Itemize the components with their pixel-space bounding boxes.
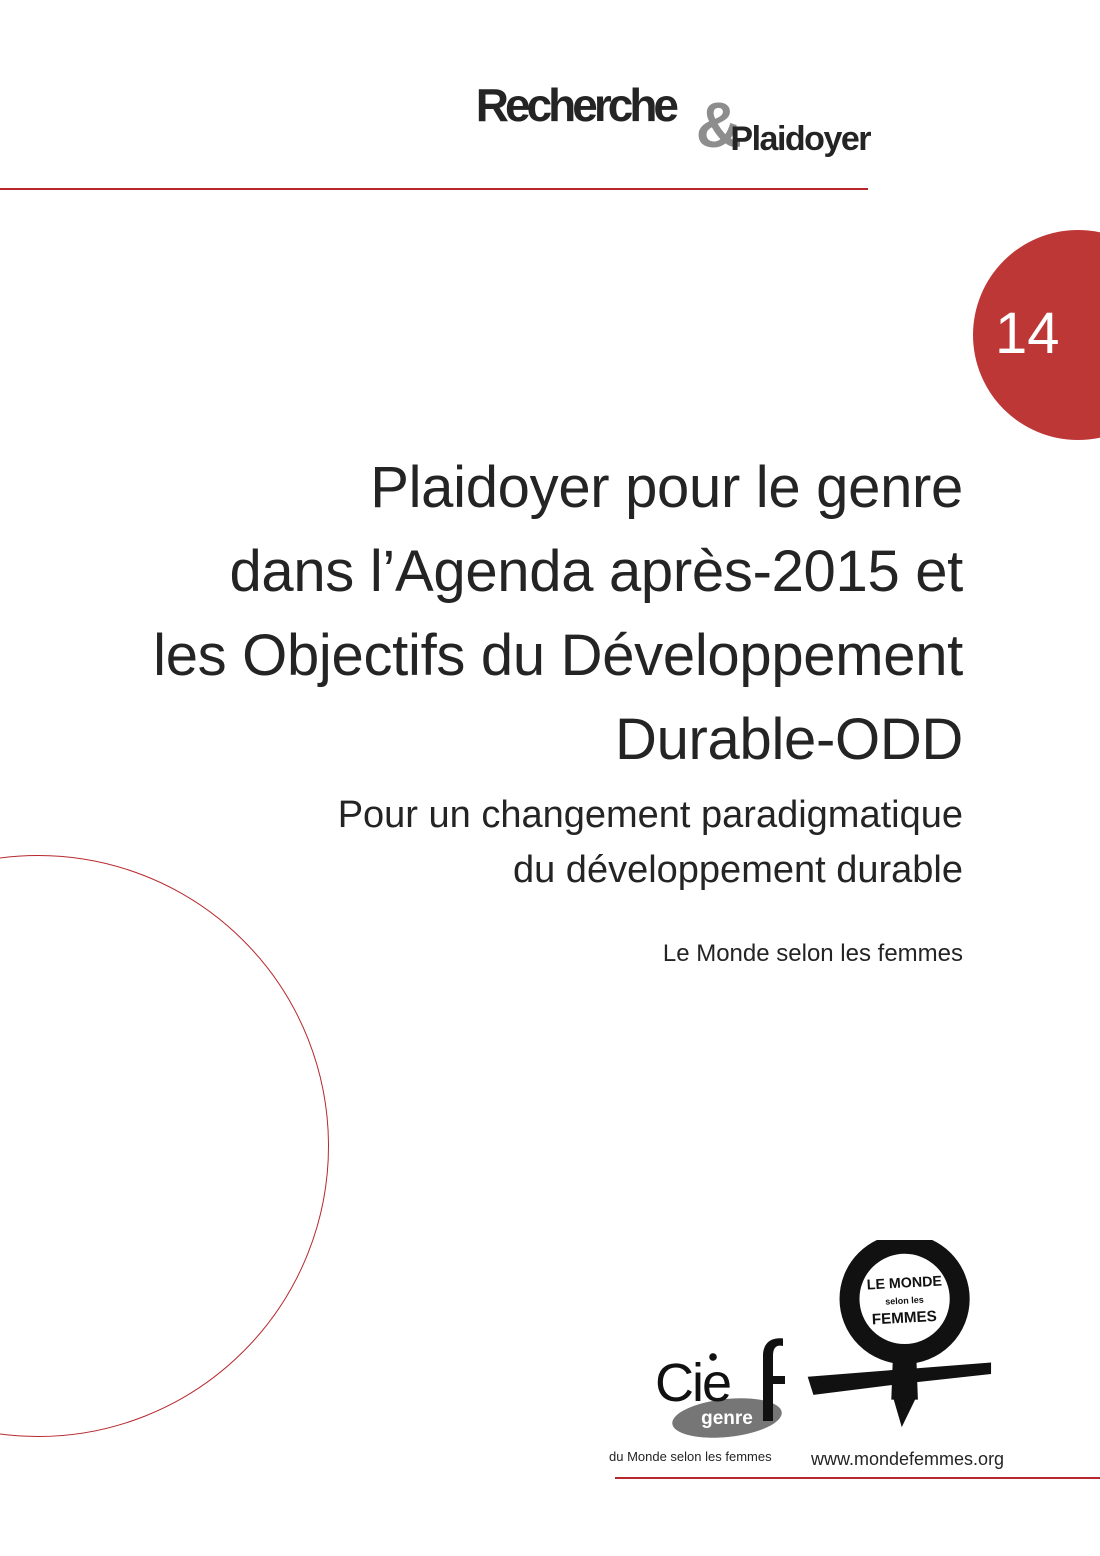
svg-text:selon les: selon les xyxy=(885,1295,924,1307)
svg-text:FEMMES: FEMMES xyxy=(871,1308,937,1328)
svg-text:genre: genre xyxy=(701,1408,753,1429)
svg-text:Cie: Cie xyxy=(655,1353,730,1413)
svg-text:LE MONDE: LE MONDE xyxy=(866,1274,942,1294)
